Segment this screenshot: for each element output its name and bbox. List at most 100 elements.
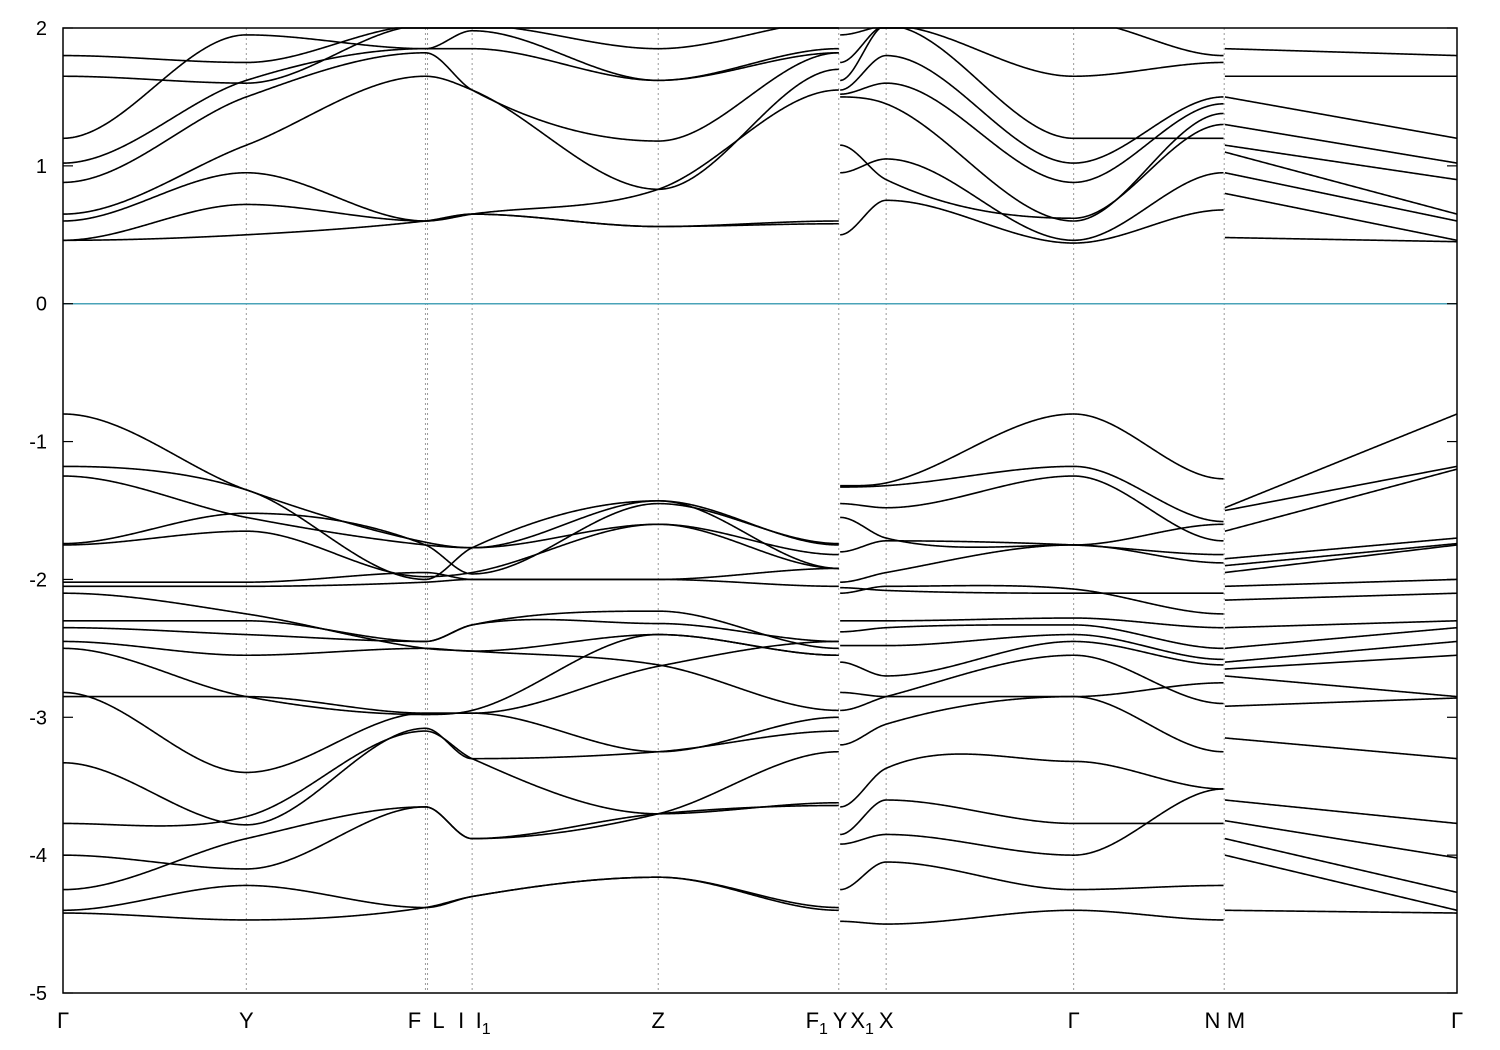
band-1-19 xyxy=(840,413,1224,487)
band-0-19 xyxy=(63,413,839,549)
band-2-7 xyxy=(1224,675,1458,698)
kpoint-label-text: L xyxy=(432,1008,444,1033)
band-0-23 xyxy=(62,68,839,215)
band-0-1 xyxy=(62,876,839,912)
band-2-5 xyxy=(1224,737,1458,760)
band-0-28 xyxy=(63,27,839,64)
band-1-16 xyxy=(840,516,1224,549)
band-1-14 xyxy=(840,544,1224,583)
x-axis: Γ Y F L I I1 Z F1 Y X1 X Γ N M Γ xyxy=(57,1008,1463,1038)
band-1-7 xyxy=(840,682,1224,698)
kpoint-label-text: X xyxy=(850,1008,865,1033)
kpoint-label-text: I xyxy=(458,1008,464,1033)
kpoint-label-13: M xyxy=(1227,1008,1245,1033)
band-0-13 xyxy=(63,567,839,588)
band-2-4 xyxy=(1224,799,1458,825)
band-segment-1 xyxy=(840,27,1224,925)
band-2-11 xyxy=(1224,619,1458,629)
band-1-28 xyxy=(840,27,1224,57)
band-0-15 xyxy=(63,523,839,578)
band-0-4 xyxy=(63,730,839,827)
band-1-27 xyxy=(840,27,1224,78)
y-tick-label: -2 xyxy=(29,569,47,591)
band-0-27 xyxy=(63,27,839,84)
kpoint-label-9: X1 xyxy=(850,1008,874,1038)
kpoint-label-5: I1 xyxy=(476,1008,491,1038)
band-2-8 xyxy=(1224,654,1458,670)
kpoint-label-subscript: 1 xyxy=(482,1021,491,1038)
kpoint-label-text: I xyxy=(476,1008,482,1033)
band-1-3 xyxy=(840,799,1224,836)
band-0-3 xyxy=(63,750,839,870)
kpoint-label-text: Y xyxy=(833,1008,848,1033)
band-2-19 xyxy=(1224,413,1458,509)
band-lines xyxy=(62,27,1458,925)
kpoint-label-10: X xyxy=(879,1008,894,1033)
band-0-9 xyxy=(62,633,839,657)
band-1-21 xyxy=(840,158,1224,242)
kpoint-label-12: N xyxy=(1205,1008,1221,1033)
band-segment-2 xyxy=(1224,47,1458,914)
band-2-23 xyxy=(1224,151,1458,215)
band-2-3 xyxy=(1224,819,1458,859)
band-0-7 xyxy=(62,640,839,774)
band-2-22 xyxy=(1224,171,1458,222)
y-tick-label: 2 xyxy=(36,18,47,40)
kpoint-label-8: Y xyxy=(833,1008,848,1033)
band-0-14 xyxy=(63,571,839,588)
kpoint-label-text: X xyxy=(879,1008,894,1033)
y-tick-label: -5 xyxy=(29,983,47,1005)
kpoint-label-4: I xyxy=(458,1008,464,1033)
band-2-21 xyxy=(1224,192,1458,242)
kpoint-label-text: Γ xyxy=(57,1008,69,1033)
band-2-18 xyxy=(1224,465,1458,512)
band-1-2 xyxy=(840,788,1224,856)
kpoint-label-subscript: 1 xyxy=(865,1021,874,1038)
y-tick-label: -3 xyxy=(29,707,47,729)
band-segment-0 xyxy=(62,27,839,921)
band-0-10 xyxy=(63,610,839,650)
band-1-6 xyxy=(840,654,1224,712)
band-0-26 xyxy=(62,29,839,140)
band-2-2 xyxy=(1224,837,1458,894)
band-2-0 xyxy=(1224,909,1458,914)
band-1-15 xyxy=(840,540,1224,556)
band-1-22 xyxy=(840,123,1224,220)
kpoint-label-0: Γ xyxy=(57,1008,69,1033)
band-0-0 xyxy=(63,876,839,921)
y-tick-label: -4 xyxy=(29,845,47,867)
band-1-25 xyxy=(840,54,1224,164)
band-0-18 xyxy=(63,465,839,581)
band-0-11 xyxy=(63,618,839,643)
band-1-0 xyxy=(840,909,1224,925)
kpoint-grid-lines xyxy=(245,28,1225,993)
band-1-11 xyxy=(840,617,1224,629)
band-1-23 xyxy=(840,96,1224,222)
kpoint-label-14: Γ xyxy=(1451,1008,1463,1033)
y-axis: -5 -4 -3 -2 -1 0 1 2 xyxy=(29,18,1457,1005)
kpoint-label-text: Z xyxy=(652,1008,665,1033)
band-1-8 xyxy=(840,640,1224,677)
kpoint-label-text: Γ xyxy=(1068,1008,1080,1033)
y-tick-label: 0 xyxy=(36,294,47,316)
kpoint-label-7: F1 xyxy=(806,1008,828,1038)
band-1-12 xyxy=(840,584,1224,615)
kpoint-label-text: Y xyxy=(239,1008,254,1033)
band-0-24 xyxy=(62,52,839,184)
band-0-22 xyxy=(63,89,839,222)
band-1-24 xyxy=(840,82,1224,184)
band-2-26 xyxy=(1224,96,1458,140)
band-2-17 xyxy=(1224,468,1458,532)
band-2-28 xyxy=(1224,47,1458,57)
kpoint-label-text: F xyxy=(806,1008,819,1033)
band-0-12 xyxy=(62,592,839,712)
band-1-1 xyxy=(840,861,1224,891)
band-1-4 xyxy=(840,753,1224,808)
band-2-25 xyxy=(1224,123,1458,164)
band-2-15 xyxy=(1224,542,1458,567)
kpoint-label-6: Z xyxy=(652,1008,665,1033)
kpoint-label-text: N xyxy=(1205,1008,1221,1033)
band-2-16 xyxy=(1224,537,1458,560)
kpoint-label-subscript: 1 xyxy=(819,1021,828,1038)
